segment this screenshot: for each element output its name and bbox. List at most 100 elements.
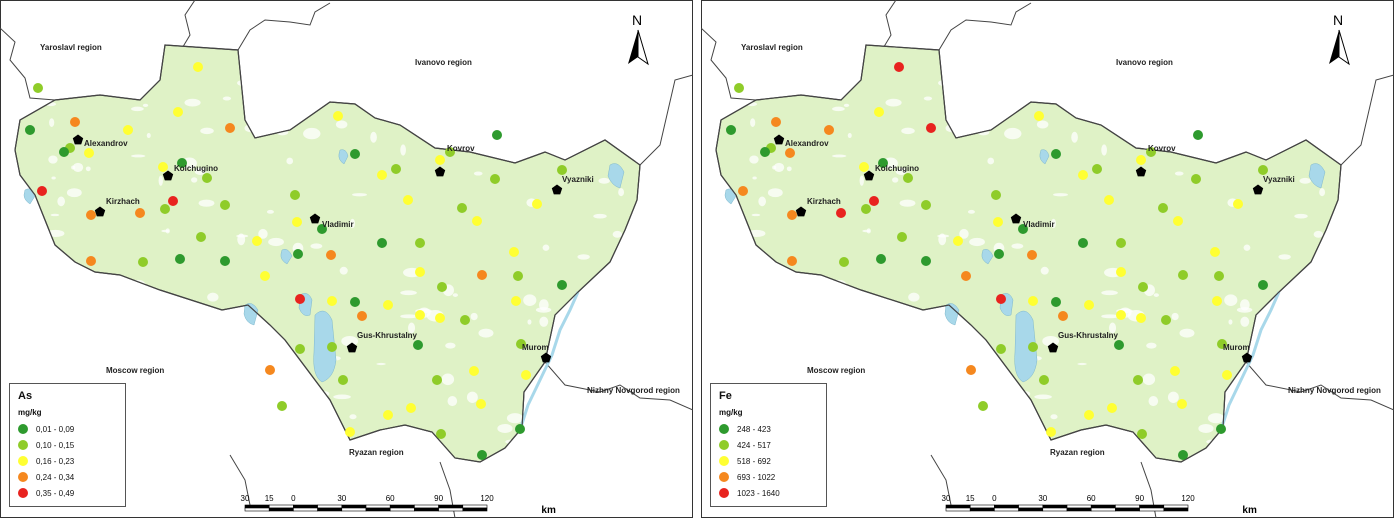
scale-segment [317, 507, 343, 512]
sample-point [436, 429, 446, 439]
class-label: 0,16 - 0,23 [36, 456, 75, 466]
region-label-ivanovo: Ivanovo region [1116, 58, 1173, 67]
sample-point [338, 375, 348, 385]
texture-patch [1146, 342, 1157, 349]
scale-bar: 30 15 0 30 60 90 120 km [942, 494, 1257, 516]
sample-point [921, 200, 931, 210]
texture-patch [506, 413, 524, 424]
outer-border [0, 27, 56, 101]
sample-point [84, 148, 94, 158]
city-label-gus: Gus-Khrustalny [357, 331, 418, 340]
scale-segment [1042, 504, 1068, 509]
scale-segment [969, 504, 995, 509]
texture-patch [535, 307, 552, 313]
sample-point [726, 125, 736, 135]
sample-point [37, 186, 47, 196]
sample-point [1191, 174, 1201, 184]
north-arrow-left [1329, 30, 1339, 64]
legend-item: 0,35 - 0,49 [18, 486, 74, 500]
sample-point [59, 147, 69, 157]
map-panel-fe: Yaroslavl region Ivanovo region Moscow reg… [701, 0, 1394, 518]
sample-point [413, 340, 423, 350]
sample-point [345, 427, 355, 437]
texture-patch [1313, 230, 1324, 238]
class-dot [719, 456, 729, 466]
scale-segment [969, 507, 995, 512]
texture-patch [1278, 254, 1291, 260]
lake [607, 163, 625, 189]
sample-point [1146, 147, 1156, 157]
texture-patch [1077, 362, 1087, 366]
texture-patch [400, 144, 406, 156]
north-arrow: N [628, 12, 649, 66]
texture-patch [967, 209, 975, 214]
sample-point [978, 401, 988, 411]
sample-point [168, 196, 178, 206]
sample-point [966, 365, 976, 375]
scale-segment [994, 507, 1019, 512]
sample-point [897, 232, 907, 242]
texture-patch [1040, 266, 1049, 275]
sample-point [1210, 247, 1220, 257]
scale-tick-label: 0 [992, 494, 997, 503]
scale-segment [293, 504, 318, 509]
texture-patch [85, 166, 91, 172]
city-label-kolchugino: Kolchugino [875, 164, 919, 173]
sample-point [295, 344, 305, 354]
region-label-yaroslavl: Yaroslavl region [741, 43, 803, 52]
sample-point [326, 250, 336, 260]
texture-patch [1109, 322, 1117, 334]
sample-point [295, 294, 305, 304]
legend-title: Fe [719, 390, 732, 402]
texture-patch [341, 335, 359, 347]
texture-patch [1042, 335, 1060, 347]
sample-point [961, 271, 971, 281]
sample-point [158, 162, 168, 172]
sample-point [457, 203, 467, 213]
texture-patch [339, 266, 348, 275]
sample-point [1233, 199, 1243, 209]
sample-point [1092, 164, 1102, 174]
class-label: 0,35 - 0,49 [36, 488, 75, 498]
texture-patch [400, 290, 417, 296]
texture-patch [258, 228, 268, 239]
scale-tick-label: 120 [480, 494, 494, 503]
texture-patch [1148, 396, 1159, 407]
scale-tick-label: 90 [1135, 494, 1144, 503]
sample-point [1158, 203, 1168, 213]
texture-patch [749, 155, 759, 164]
texture-patch [1167, 391, 1179, 403]
texture-patch [445, 342, 456, 349]
texture-patch [937, 234, 950, 238]
north-arrow-left [628, 30, 638, 64]
scale-segment [1139, 507, 1165, 512]
texture-patch [1101, 144, 1107, 156]
sample-point [1028, 296, 1038, 306]
sample-point [70, 117, 80, 127]
class-label: 0,10 - 0,15 [36, 440, 75, 450]
sample-point [1137, 429, 1147, 439]
sample-point [926, 123, 936, 133]
scale-tick-label: 30 [241, 494, 250, 503]
scale-segment [1066, 507, 1092, 512]
sample-point [787, 256, 797, 266]
texture-patch [184, 98, 201, 107]
city-label-kirzhach: Kirzhach [807, 197, 841, 206]
texture-patch [51, 176, 56, 180]
city-label-murom: Murom [522, 343, 549, 352]
sample-point [333, 111, 343, 121]
texture-patch [539, 316, 549, 327]
sample-point [1258, 280, 1268, 290]
sample-point [859, 162, 869, 172]
texture-patch [497, 423, 513, 433]
lake [313, 310, 337, 383]
city-marker-kirzhach [94, 206, 106, 217]
texture-patch [523, 294, 537, 306]
texture-patch [1240, 316, 1250, 327]
scale-segment [1066, 504, 1092, 509]
city-label-vyazniki: Vyazniki [1263, 175, 1295, 184]
scale-segment [1018, 504, 1044, 509]
scale-segment [1139, 504, 1165, 509]
lake [1014, 310, 1038, 383]
lake [944, 303, 960, 326]
